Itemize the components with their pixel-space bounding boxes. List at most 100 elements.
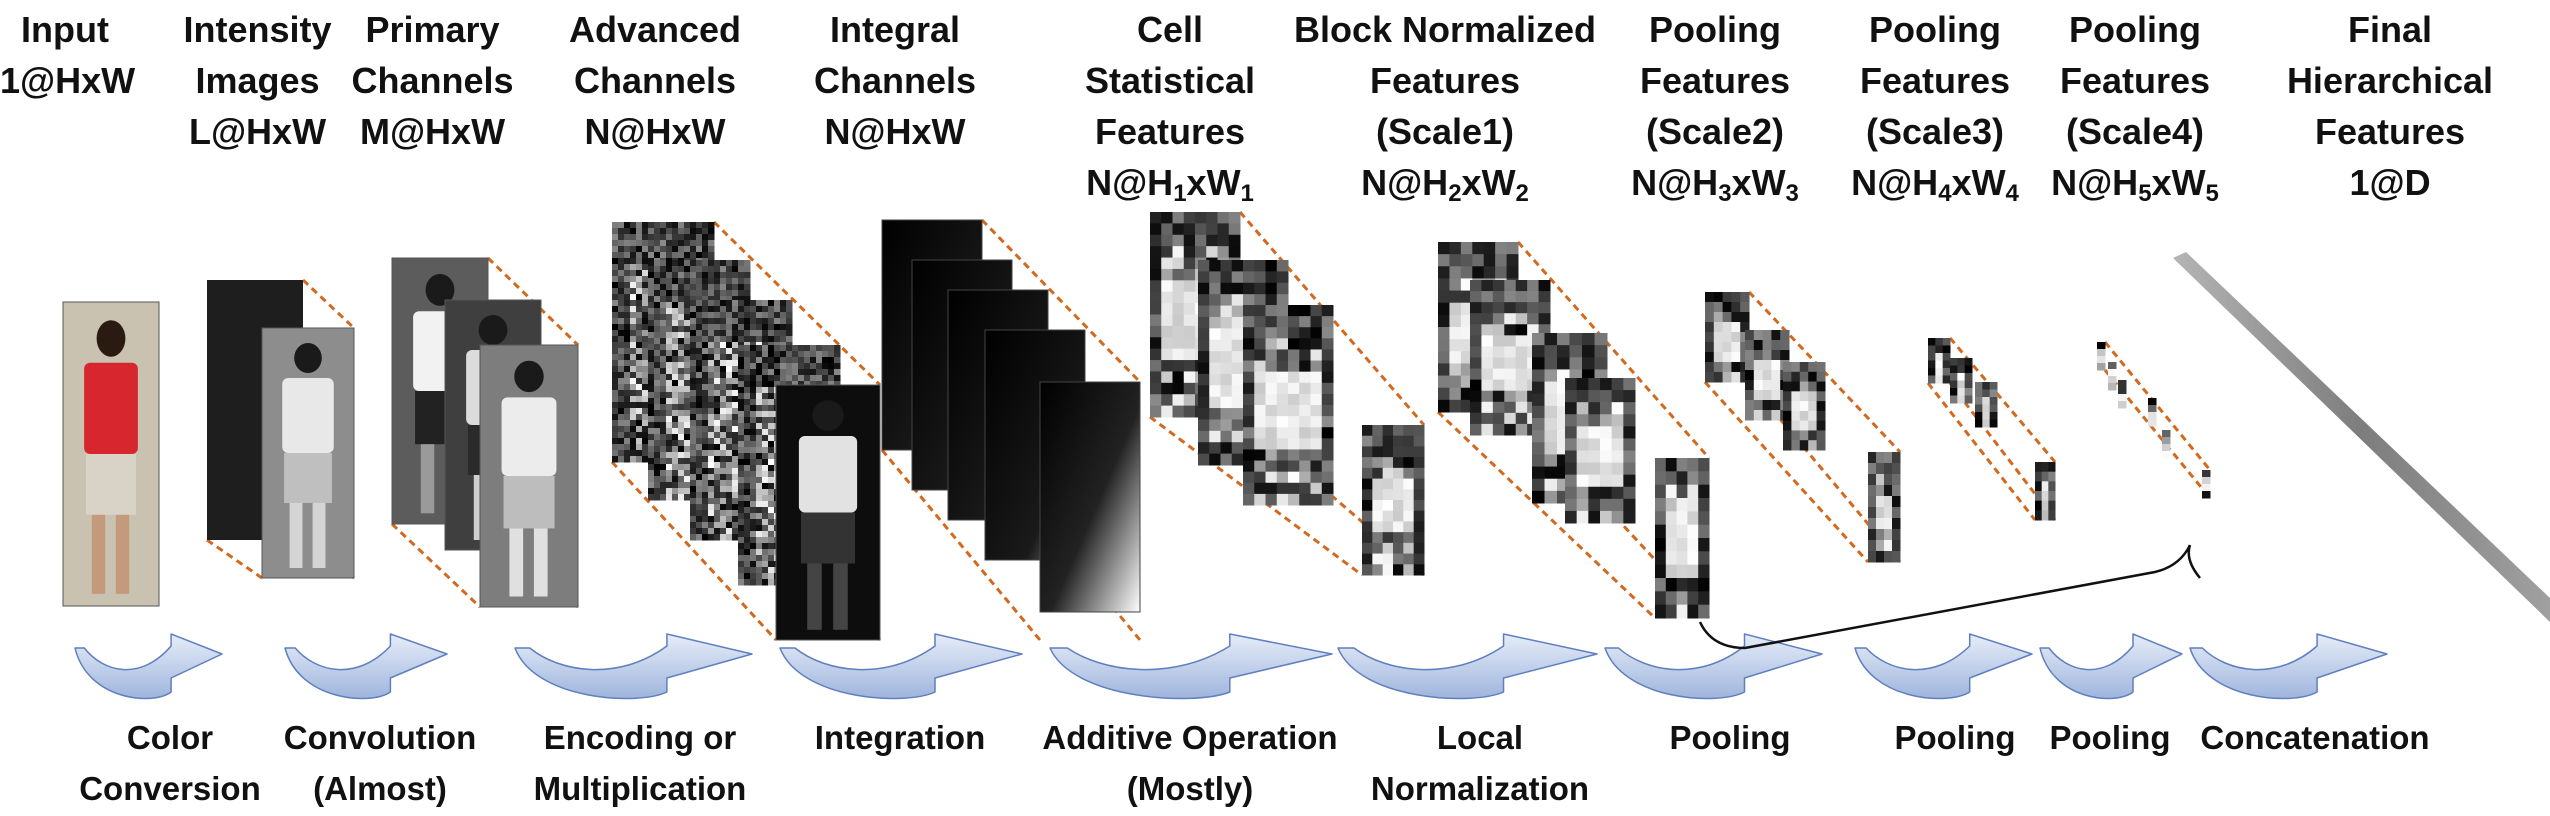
block-cell: [648, 308, 655, 315]
block-cell: [1504, 324, 1517, 336]
block-cell: [750, 363, 757, 370]
block-cell: [1665, 564, 1678, 579]
block-cell: [1209, 328, 1221, 341]
block-cell: [1532, 442, 1545, 455]
block-cell: [726, 396, 733, 403]
block-cell: [1623, 462, 1636, 476]
block-cell: [654, 458, 661, 465]
block-cell: [1183, 382, 1196, 395]
block-cell: [1731, 372, 1741, 383]
block-cell: [642, 384, 649, 391]
block-cell: [1950, 373, 1958, 381]
block-cell: [720, 468, 727, 475]
block-cell: [1588, 510, 1601, 524]
block-cell: [1362, 457, 1373, 469]
block-cell: [2041, 481, 2049, 492]
block-cell: [1209, 385, 1221, 398]
block-cell: [666, 440, 673, 447]
block-cell: [762, 579, 769, 586]
block-cell: [762, 375, 769, 382]
block-cell: [1288, 316, 1300, 328]
block-cell: [624, 456, 631, 463]
block-cell: [1172, 303, 1185, 315]
block-cell: [696, 498, 703, 505]
leg-shape: [289, 503, 303, 568]
block-cell: [792, 345, 799, 352]
block-cell: [1623, 450, 1636, 464]
block-cell: [708, 516, 715, 523]
block-cell: [762, 489, 769, 496]
block-cell: [1780, 350, 1790, 361]
block-cell: [834, 351, 841, 358]
block-cell: [1172, 405, 1185, 418]
block-cell: [1504, 335, 1517, 347]
block-cell: [618, 312, 625, 319]
block-cell: [768, 351, 775, 358]
block-cell: [618, 378, 625, 385]
block-cell: [1438, 302, 1450, 316]
block-cell: [654, 464, 661, 471]
block-cell: [720, 432, 727, 439]
block-cell: [2108, 369, 2117, 377]
block-cell: [1655, 604, 1667, 619]
block-cell: [1254, 427, 1266, 439]
block-cell: [672, 222, 679, 229]
leg-shape: [509, 528, 524, 597]
block-cell: [1449, 302, 1462, 316]
block-cell: [678, 494, 685, 501]
block-cell: [636, 378, 643, 385]
block-cell: [768, 447, 775, 454]
block-cell: [1492, 313, 1505, 325]
block-cell: [1276, 327, 1289, 339]
block-cell: [1544, 345, 1558, 358]
block-cell: [1393, 564, 1404, 576]
block-cell: [732, 312, 739, 319]
block-cell: [636, 246, 643, 253]
block-cell: [618, 408, 625, 415]
block-cell: [834, 381, 841, 388]
block-cell: [738, 272, 745, 279]
block-cell: [1299, 338, 1311, 350]
block-cell: [714, 366, 721, 373]
block-cell: [1569, 345, 1583, 358]
block-cell: [1515, 401, 1528, 414]
block-cell: [660, 278, 667, 285]
block-cell: [660, 440, 667, 447]
block-cell: [1172, 234, 1185, 247]
block-cell: [660, 228, 667, 235]
block-cell: [1808, 362, 1818, 373]
block-cell: [1183, 360, 1196, 372]
block-cell: [648, 266, 655, 273]
block-cell: [648, 458, 655, 465]
block-cell: [1687, 471, 1699, 486]
dashed-connector: [1238, 211, 1426, 426]
block-cell: [2097, 349, 2106, 357]
block-cell: [612, 300, 619, 307]
block-cell: [1150, 348, 1162, 361]
block-cell: [654, 428, 661, 435]
block-cell: [762, 318, 769, 325]
block-cell: [1413, 478, 1425, 490]
block-cell: [1254, 338, 1266, 350]
block-cell: [612, 282, 619, 289]
block-cell: [618, 390, 625, 397]
stage-line: Final: [2347, 9, 2432, 50]
block-cell: [660, 308, 667, 315]
block-cell: [756, 369, 763, 376]
block-cell: [624, 276, 631, 283]
block-cell: [1209, 271, 1221, 284]
block-cell: [612, 258, 619, 265]
block-cell: [1161, 257, 1173, 270]
block-cell: [1698, 538, 1710, 552]
block-cell: [756, 525, 763, 532]
block-cell: [708, 378, 715, 385]
block-cell: [684, 446, 691, 453]
block-cell: [1665, 458, 1678, 472]
block-cell: [678, 386, 685, 393]
block-cell: [1623, 378, 1636, 391]
operation-arrow: [779, 633, 1023, 700]
block-cell: [1276, 482, 1289, 495]
block-cell: [732, 480, 739, 487]
block-cell: [1935, 368, 1944, 376]
block-cell: [690, 342, 697, 349]
